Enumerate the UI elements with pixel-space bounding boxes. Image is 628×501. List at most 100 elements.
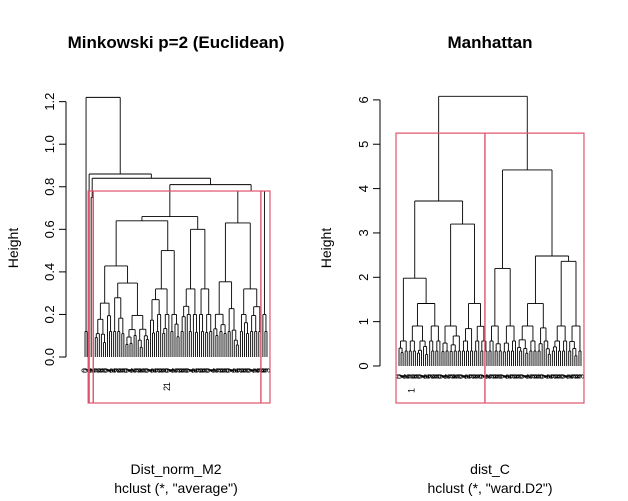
leaf-label: 7 bbox=[539, 374, 549, 379]
leaf-label: 3 bbox=[412, 374, 422, 379]
leaf-label: 8 bbox=[211, 368, 221, 373]
leaf-label: 6 bbox=[431, 374, 441, 379]
leaf-label: 8 bbox=[545, 374, 555, 379]
y-tick-label: 4 bbox=[356, 185, 371, 192]
leaf-label: 0 bbox=[394, 374, 404, 379]
y-tick-label: 1.2 bbox=[42, 93, 57, 111]
leaf-label-highlight: 1 bbox=[406, 388, 416, 393]
leaf-label-highlight: 2 bbox=[162, 386, 172, 391]
leaf-label: 1 bbox=[107, 368, 117, 373]
leaf-label: 6 bbox=[533, 374, 543, 379]
leaf-label: 4 bbox=[145, 368, 155, 373]
leaf-label: 4 bbox=[207, 368, 217, 373]
dendrogram-1: 0123456074185296307418529630741852963074… bbox=[356, 95, 586, 404]
leaf-label: 7 bbox=[82, 368, 92, 373]
leaf-label: 7 bbox=[103, 368, 113, 373]
leaf-label: 8 bbox=[231, 368, 241, 373]
leaf-label: 6 bbox=[96, 368, 106, 373]
leaf-label: 3 bbox=[160, 368, 170, 373]
leaf-label: 9 bbox=[490, 374, 500, 379]
leaf-label: 6 bbox=[219, 368, 229, 373]
leaf-label: 1 bbox=[482, 374, 492, 379]
leaf-label: 9 bbox=[572, 374, 582, 379]
leaf-label: 0 bbox=[141, 368, 151, 373]
leaf-label: 1 bbox=[461, 374, 471, 379]
leaf-label: 0 bbox=[476, 374, 486, 379]
leaf-label: 1 bbox=[441, 374, 451, 379]
leaf-label: 3 bbox=[242, 368, 252, 373]
leaf-label: 2 bbox=[570, 374, 580, 379]
leaf-label: 4 bbox=[166, 368, 176, 373]
leaf-label: 3 bbox=[180, 368, 190, 373]
leaf-label: 3 bbox=[453, 374, 463, 379]
leaf-label: 2 bbox=[529, 374, 539, 379]
leaf-label: 2 bbox=[488, 374, 498, 379]
leaf-label: 9 bbox=[258, 368, 268, 373]
leaf-label: 9 bbox=[511, 374, 521, 379]
leaf-label: 1 bbox=[188, 368, 198, 373]
leaf-label: 8 bbox=[252, 368, 262, 373]
y-tick-label: 6 bbox=[356, 96, 371, 103]
leaf-label: 3 bbox=[433, 374, 443, 379]
leaf-label: 3 bbox=[474, 374, 484, 379]
leaf-label: 9 bbox=[94, 368, 104, 373]
leaf-label: 6 bbox=[492, 374, 502, 379]
leaf-label: 8 bbox=[190, 368, 200, 373]
leaf-label: 9 bbox=[408, 374, 418, 379]
leaf-label: 5 bbox=[404, 374, 414, 379]
leaf-label: 2 bbox=[447, 374, 457, 379]
leaf-label: 2 bbox=[92, 368, 102, 373]
leaf-label: 5 bbox=[90, 368, 100, 373]
leaf-label: 8 bbox=[525, 374, 535, 379]
leaf-label: 7 bbox=[519, 374, 529, 379]
leaf-label: 2 bbox=[427, 374, 437, 379]
leaf-label: 9 bbox=[217, 368, 227, 373]
leaf-label: 5 bbox=[131, 368, 141, 373]
leaf-label: 2 bbox=[235, 368, 245, 373]
leaf-label: 7 bbox=[246, 368, 256, 373]
leaf-label: 5 bbox=[466, 374, 476, 379]
leaf-label: 8 bbox=[170, 368, 180, 373]
y-tick-label: 0.4 bbox=[42, 263, 57, 281]
leaf-label: 5 bbox=[568, 374, 578, 379]
leaf-label: 0 bbox=[537, 374, 547, 379]
leaf-label: 6 bbox=[158, 368, 168, 373]
leaf-label: 7 bbox=[478, 374, 488, 379]
leaf-label: 3 bbox=[139, 368, 149, 373]
y-axis-label: Height bbox=[5, 228, 21, 269]
y-tick-label: 0.2 bbox=[42, 305, 57, 323]
leaf-label: 4 bbox=[439, 374, 449, 379]
leaf-label: 0 bbox=[203, 368, 213, 373]
leaf-label: 1 bbox=[86, 368, 96, 373]
leaf-label: 3 bbox=[221, 368, 231, 373]
x-axis-label: Dist_norm_M2 bbox=[130, 461, 221, 477]
leaf-label: 8 bbox=[504, 374, 514, 379]
leaf-label: 8 bbox=[484, 374, 494, 379]
leaf-label: 3 bbox=[262, 368, 272, 373]
leaf-label: 1 bbox=[400, 374, 410, 379]
leaf-label: 1 bbox=[564, 374, 574, 379]
leaf-label: 4 bbox=[541, 374, 551, 379]
leaf-label: 7 bbox=[417, 374, 427, 379]
leaf-label: 9 bbox=[237, 368, 247, 373]
leaf-label: 7 bbox=[437, 374, 447, 379]
leaf-label: 8 bbox=[402, 374, 412, 379]
leaf-label: 9 bbox=[135, 368, 145, 373]
leaf-label: 0 bbox=[435, 374, 445, 379]
cluster-rectangle bbox=[395, 132, 585, 404]
leaf-label: 7 bbox=[225, 368, 235, 373]
method-label: hclust (*, "ward.D2") bbox=[427, 480, 552, 496]
x-axis-label: dist_C bbox=[470, 461, 510, 477]
leaf-label: 6 bbox=[553, 374, 563, 379]
leaf-label: 2 bbox=[468, 374, 478, 379]
leaf-label: 2 bbox=[195, 368, 205, 373]
leaf-label: 7 bbox=[123, 368, 133, 373]
y-tick-label: 1 bbox=[356, 318, 371, 325]
leaf-label: 4 bbox=[521, 374, 531, 379]
leaf-label: 5 bbox=[233, 368, 243, 373]
leaf-label: 7 bbox=[164, 368, 174, 373]
chart-title: Manhattan bbox=[448, 33, 533, 52]
leaf-label: 8 bbox=[109, 368, 119, 373]
y-tick-label: 0 bbox=[356, 362, 371, 369]
leaf-label: 2 bbox=[133, 368, 143, 373]
